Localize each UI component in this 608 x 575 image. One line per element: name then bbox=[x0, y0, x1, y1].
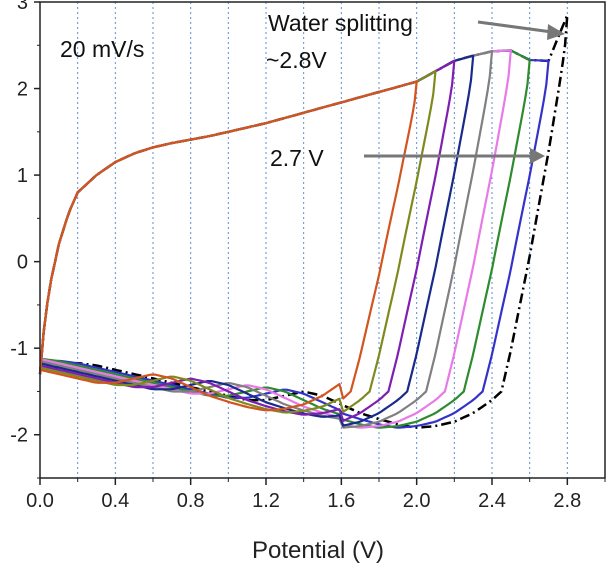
axes bbox=[34, 1, 606, 485]
x-tick-label: 1.2 bbox=[252, 490, 280, 512]
y-tick-label: 2 bbox=[17, 79, 28, 101]
water-splitting-label: Water splitting bbox=[268, 10, 413, 36]
water-splitting-arrow bbox=[477, 20, 565, 40]
y-tick-labels: -2 -1 0 1 2 3 bbox=[10, 0, 28, 447]
x-tick-label: 1.6 bbox=[327, 490, 355, 512]
x-tick-label: 2.4 bbox=[478, 490, 506, 512]
scan-rate-label: 20 mV/s bbox=[60, 36, 144, 62]
x-tick-label: 2.8 bbox=[553, 490, 581, 512]
water-splitting-voltage: ~2.8V bbox=[266, 47, 327, 73]
x-axis-title: Potential (V) bbox=[252, 537, 384, 564]
cv-curve-2-1 bbox=[38, 70, 437, 414]
voltage-limit-label: 2.7 V bbox=[270, 145, 324, 171]
x-tick-label: 0.8 bbox=[177, 490, 205, 512]
y-tick-label: -1 bbox=[10, 338, 28, 360]
plot-frame bbox=[39, 1, 606, 479]
voltage-limit-arrow bbox=[364, 148, 545, 164]
x-tick-label: 2.0 bbox=[403, 490, 431, 512]
x-tick-label: 0.4 bbox=[101, 490, 129, 512]
y-tick-label: 1 bbox=[17, 165, 28, 187]
y-tick-label: -2 bbox=[10, 425, 28, 447]
cv-curves bbox=[38, 13, 569, 429]
y-tick-label: 0 bbox=[17, 252, 28, 274]
y-tick-label: 3 bbox=[17, 0, 28, 14]
x-tick-labels: 0.0 0.4 0.8 1.2 1.6 2.0 2.4 2.8 bbox=[26, 490, 581, 512]
x-tick-label: 0.0 bbox=[26, 490, 54, 512]
cv-curve-2 bbox=[38, 80, 418, 412]
